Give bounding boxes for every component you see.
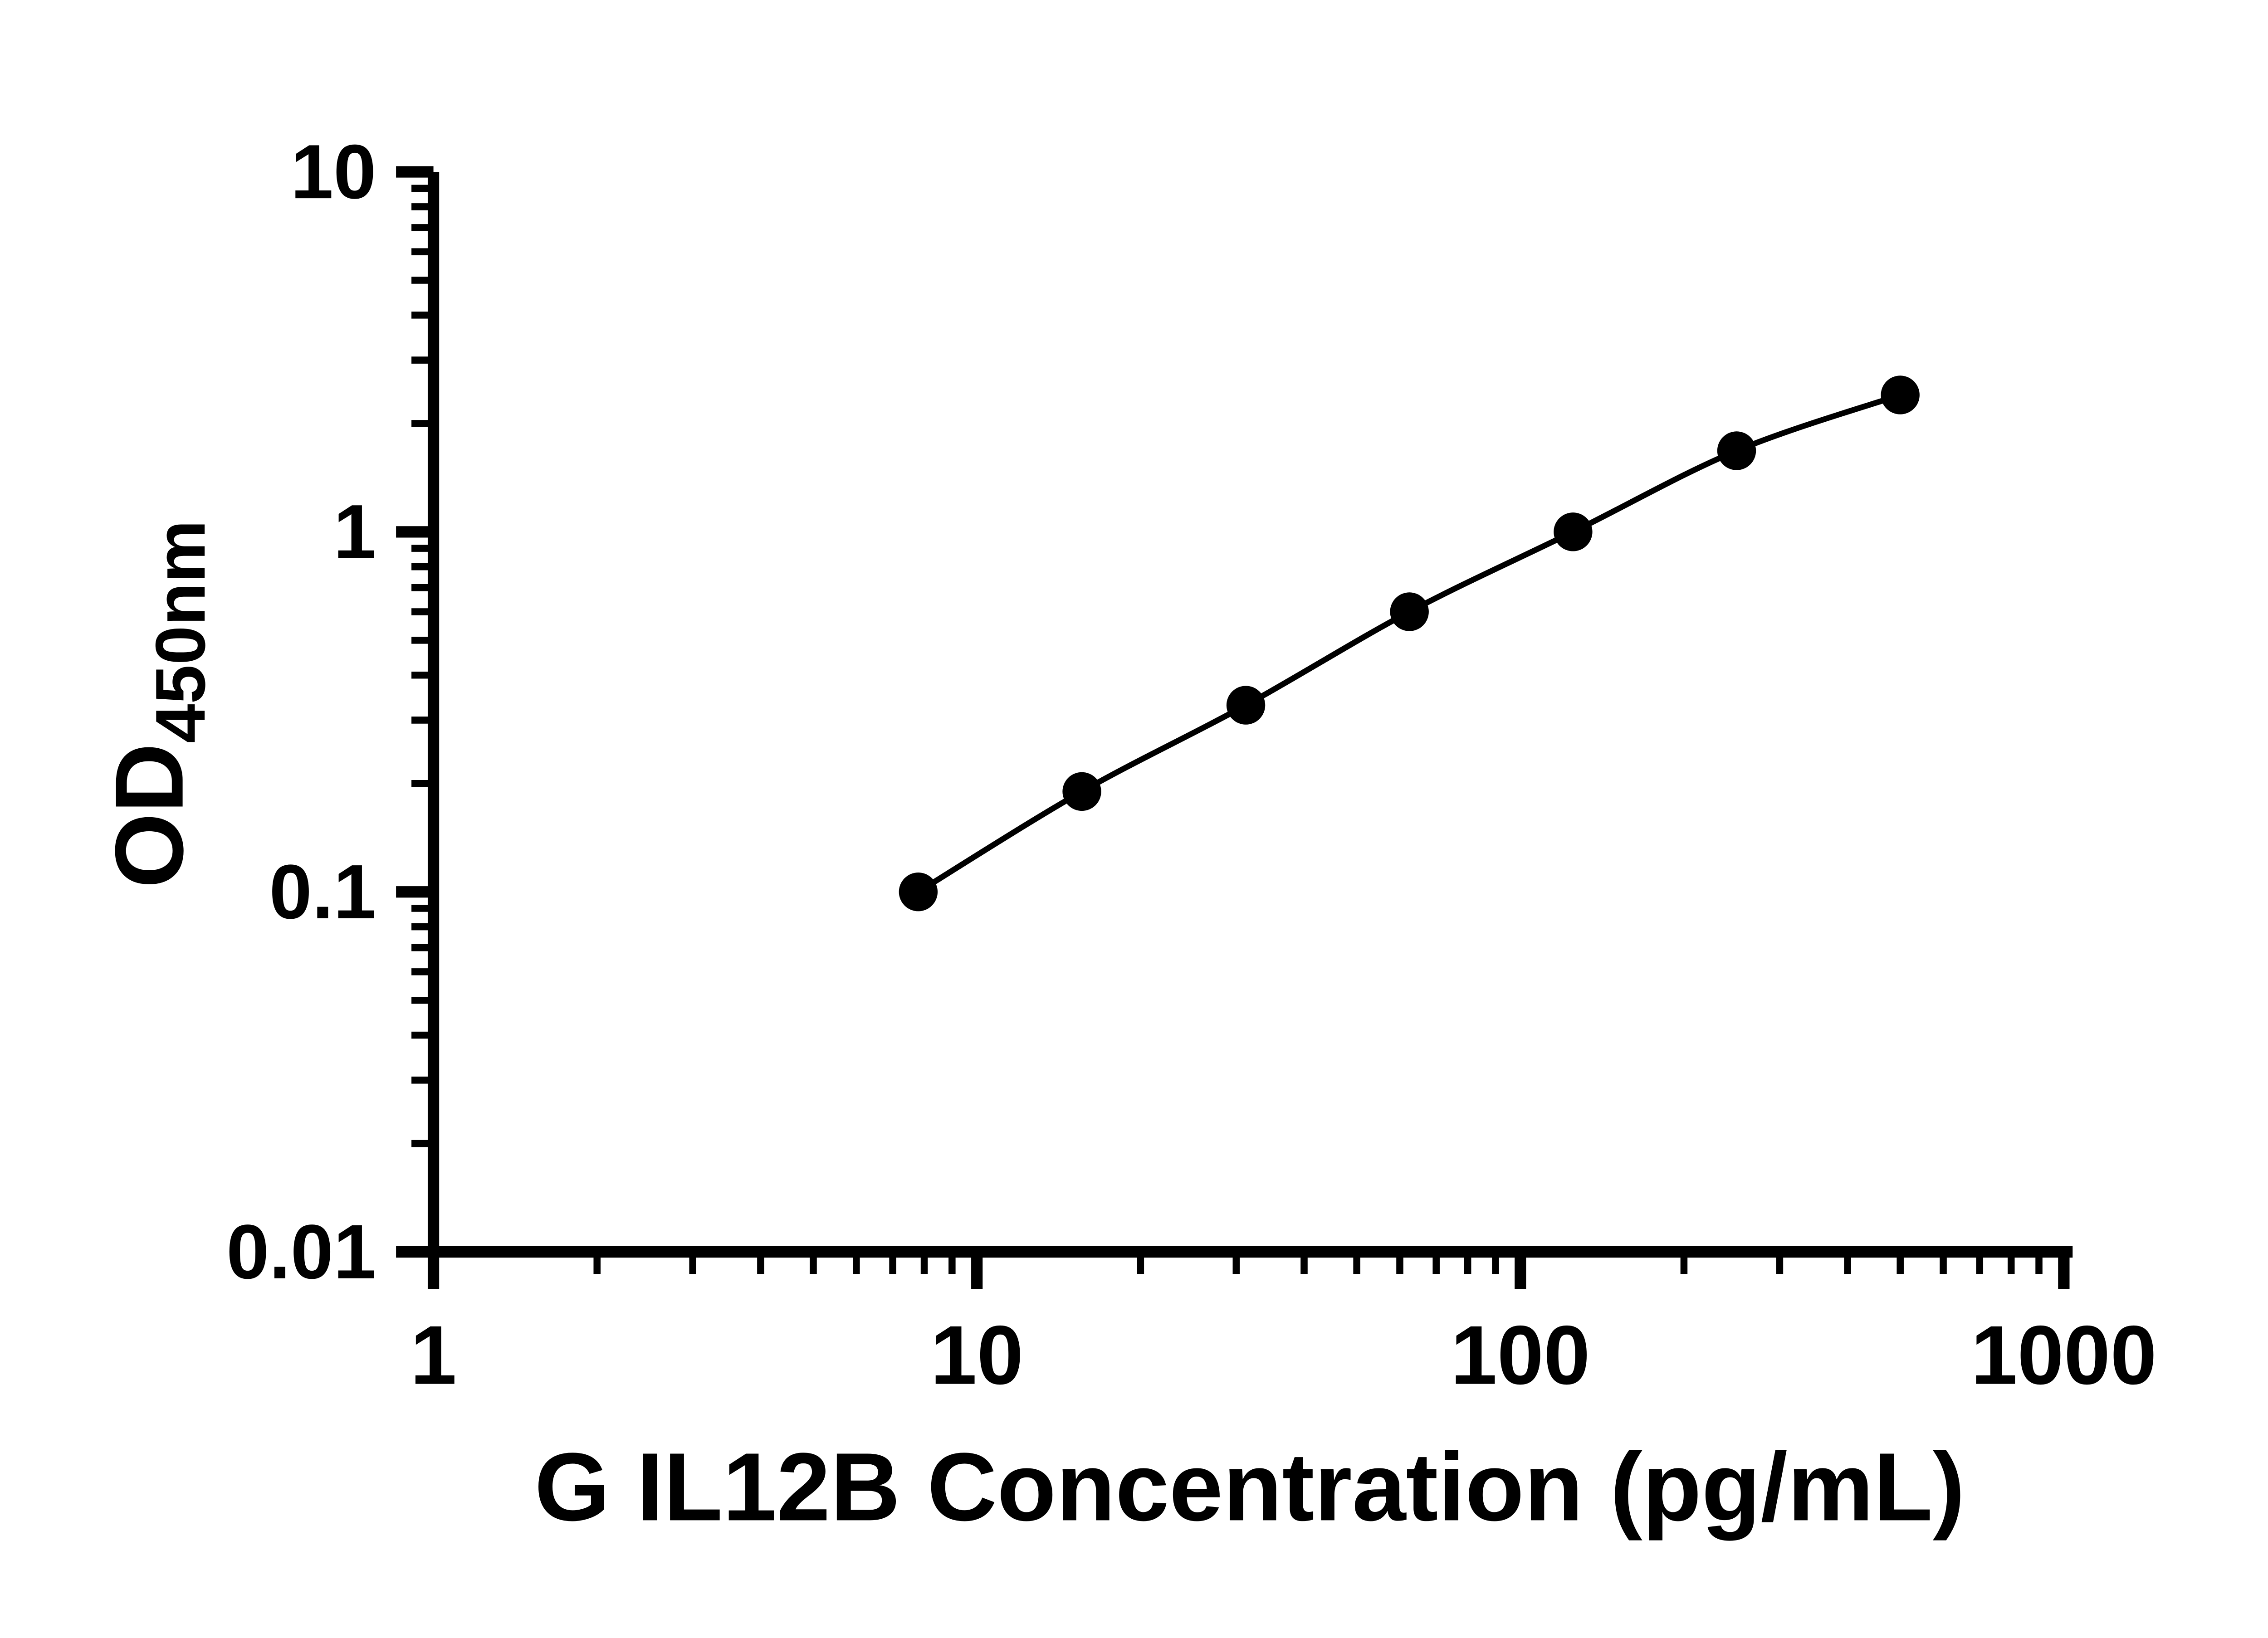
data-point-marker — [1226, 686, 1266, 725]
y-axis-title: OD450nm — [96, 520, 220, 888]
y-tick-label: 0.1 — [269, 848, 376, 935]
data-point-marker — [1881, 375, 1920, 414]
data-point-marker — [1554, 512, 1593, 551]
y-tick-label: 1 — [333, 488, 376, 575]
series-layer — [899, 375, 1920, 912]
y-axis-title-sub: 450nm — [141, 520, 220, 743]
data-point-marker — [1062, 772, 1101, 811]
y-tick-label: 10 — [291, 128, 376, 214]
x-axis-title: G IL12B Concentration (pg/mL) — [534, 1433, 1965, 1541]
x-tick-label: 100 — [1451, 1309, 1590, 1402]
data-point-marker — [1390, 592, 1429, 631]
data-point-marker — [1717, 431, 1756, 470]
y-axis-title-base: OD — [96, 743, 204, 888]
standard-curve-line — [917, 392, 1901, 895]
axes-layer: 1 10 100 1000 0.01 0.1 1 10 — [226, 128, 2157, 1402]
data-point-marker — [899, 873, 938, 912]
x-tick-label: 10 — [930, 1309, 1023, 1402]
y-tick-label: 0.01 — [226, 1209, 376, 1295]
x-tick-label: 1000 — [1971, 1309, 2157, 1402]
x-tick-label: 1 — [410, 1309, 457, 1402]
